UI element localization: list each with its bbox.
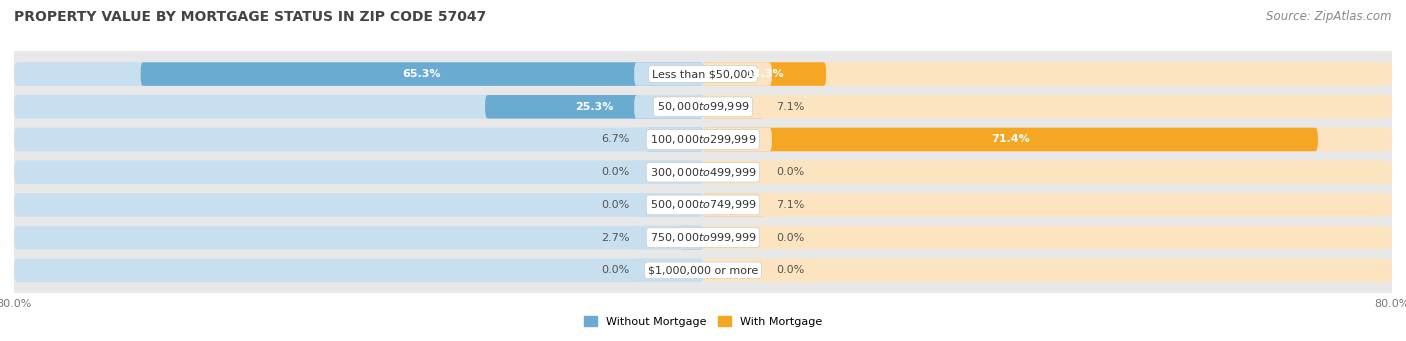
Text: 0.0%: 0.0% [602,200,630,210]
FancyBboxPatch shape [634,95,703,119]
Text: 2.7%: 2.7% [602,233,630,243]
FancyBboxPatch shape [11,148,1395,196]
FancyBboxPatch shape [679,226,703,249]
Text: $1,000,000 or more: $1,000,000 or more [648,265,758,276]
FancyBboxPatch shape [14,160,703,184]
FancyBboxPatch shape [703,128,1392,151]
FancyBboxPatch shape [703,62,772,86]
FancyBboxPatch shape [703,258,772,282]
Text: Less than $50,000: Less than $50,000 [652,69,754,79]
FancyBboxPatch shape [11,247,1395,294]
Text: 7.1%: 7.1% [776,102,804,112]
Text: $500,000 to $749,999: $500,000 to $749,999 [650,198,756,211]
FancyBboxPatch shape [14,226,703,249]
FancyBboxPatch shape [634,193,703,217]
Text: 0.0%: 0.0% [776,233,804,243]
Text: 0.0%: 0.0% [776,167,804,177]
FancyBboxPatch shape [703,95,1392,119]
FancyBboxPatch shape [703,95,772,119]
FancyBboxPatch shape [634,226,703,249]
Text: $750,000 to $999,999: $750,000 to $999,999 [650,231,756,244]
Text: 14.3%: 14.3% [745,69,785,79]
FancyBboxPatch shape [11,214,1395,261]
FancyBboxPatch shape [703,160,1392,184]
FancyBboxPatch shape [703,62,1392,86]
Text: $300,000 to $499,999: $300,000 to $499,999 [650,166,756,179]
FancyBboxPatch shape [634,258,703,282]
FancyBboxPatch shape [14,62,703,86]
FancyBboxPatch shape [141,62,703,86]
Text: 0.0%: 0.0% [602,167,630,177]
Text: $100,000 to $299,999: $100,000 to $299,999 [650,133,756,146]
Text: $50,000 to $99,999: $50,000 to $99,999 [657,100,749,113]
Text: 0.0%: 0.0% [602,265,630,276]
Legend: Without Mortgage, With Mortgage: Without Mortgage, With Mortgage [579,312,827,331]
Text: 25.3%: 25.3% [575,102,613,112]
FancyBboxPatch shape [703,62,827,86]
FancyBboxPatch shape [703,258,1392,282]
FancyBboxPatch shape [11,83,1395,131]
Text: PROPERTY VALUE BY MORTGAGE STATUS IN ZIP CODE 57047: PROPERTY VALUE BY MORTGAGE STATUS IN ZIP… [14,10,486,24]
FancyBboxPatch shape [14,258,703,282]
FancyBboxPatch shape [634,62,703,86]
FancyBboxPatch shape [703,226,772,249]
FancyBboxPatch shape [703,128,1317,151]
FancyBboxPatch shape [11,50,1395,98]
FancyBboxPatch shape [11,116,1395,163]
Text: 6.7%: 6.7% [602,134,630,145]
Text: 71.4%: 71.4% [991,134,1029,145]
Text: Source: ZipAtlas.com: Source: ZipAtlas.com [1267,10,1392,23]
FancyBboxPatch shape [14,128,703,151]
FancyBboxPatch shape [703,193,1392,217]
FancyBboxPatch shape [14,95,703,119]
FancyBboxPatch shape [703,128,772,151]
FancyBboxPatch shape [11,181,1395,229]
FancyBboxPatch shape [703,193,772,217]
Text: 7.1%: 7.1% [776,200,804,210]
Text: 0.0%: 0.0% [776,265,804,276]
FancyBboxPatch shape [14,193,703,217]
FancyBboxPatch shape [703,226,1392,249]
FancyBboxPatch shape [485,95,703,119]
FancyBboxPatch shape [645,128,703,151]
FancyBboxPatch shape [703,160,772,184]
FancyBboxPatch shape [634,128,703,151]
FancyBboxPatch shape [634,160,703,184]
FancyBboxPatch shape [703,193,763,217]
Text: 65.3%: 65.3% [402,69,441,79]
FancyBboxPatch shape [703,95,763,119]
